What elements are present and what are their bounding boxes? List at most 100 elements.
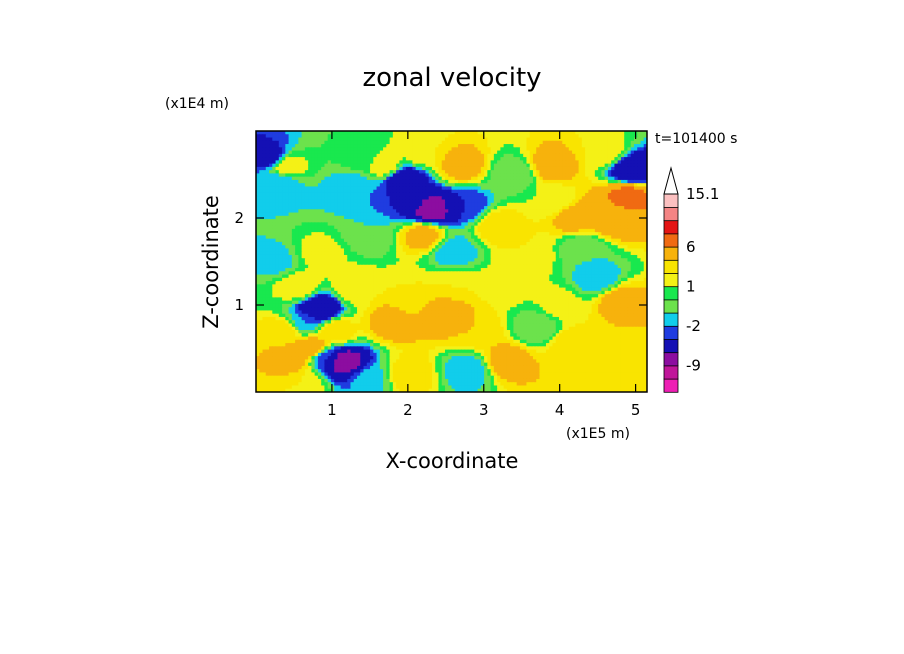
heatmap-cell (464, 147, 469, 152)
heatmap-cell (542, 170, 547, 175)
heatmap-cell (581, 140, 586, 145)
heatmap-cell (272, 254, 277, 259)
heatmap-cell (490, 134, 495, 139)
heatmap-cell (311, 163, 316, 168)
heatmap-cell (330, 144, 335, 148)
heatmap-cell (347, 241, 352, 246)
heatmap-cell (295, 209, 299, 214)
heatmap-cell (474, 222, 479, 227)
time-label: t=101400 s (655, 131, 737, 147)
heatmap-cell (480, 137, 485, 142)
heatmap-cell (282, 170, 286, 175)
heatmap-cell (562, 245, 567, 250)
heatmap-cell (617, 232, 622, 236)
heatmap-cell (262, 166, 267, 171)
heatmap-cell (458, 258, 462, 263)
heatmap-cell (451, 254, 456, 259)
heatmap-cell (637, 189, 642, 194)
heatmap-cell (444, 215, 449, 220)
heatmap-cell (523, 150, 528, 155)
heatmap-cell (314, 241, 319, 246)
heatmap-cell (516, 245, 521, 250)
heatmap-cell (614, 209, 619, 214)
heatmap-cell (585, 232, 589, 236)
heatmap-cell (405, 228, 410, 233)
heatmap-cell (376, 206, 381, 210)
heatmap-cell (588, 209, 593, 214)
heatmap-cell (480, 225, 485, 230)
heatmap-cell (474, 157, 479, 161)
heatmap-cell (340, 251, 345, 256)
heatmap-cell (396, 248, 400, 253)
heatmap-cell (474, 170, 479, 175)
heatmap-cell (549, 140, 554, 145)
heatmap-cell (438, 192, 443, 197)
heatmap-cell (428, 215, 433, 220)
heatmap-cell (575, 215, 580, 220)
heatmap-cell (630, 202, 635, 207)
heatmap-cell (617, 176, 622, 181)
heatmap-cell (637, 251, 642, 256)
heatmap-cell (640, 245, 645, 250)
heatmap-cell (594, 212, 599, 217)
heatmap-cell (604, 261, 609, 266)
heatmap-cell (510, 157, 515, 161)
heatmap-cell (539, 209, 544, 214)
heatmap-cell (545, 157, 550, 161)
heatmap-cell (327, 173, 332, 178)
heatmap-cell (559, 222, 563, 227)
heatmap-cell (480, 235, 485, 240)
heatmap-cell (357, 254, 361, 259)
heatmap-cell (487, 160, 492, 165)
heatmap-cell (327, 179, 332, 184)
heatmap-cell (308, 176, 312, 181)
heatmap-cell (298, 212, 303, 217)
heatmap-cell (451, 189, 456, 194)
heatmap-cell (617, 183, 622, 188)
heatmap-cell (585, 173, 589, 178)
heatmap-cell (607, 153, 612, 158)
heatmap-cell (513, 131, 518, 135)
heatmap-cell (415, 173, 420, 178)
heatmap-cell (497, 232, 501, 236)
heatmap-cell (402, 222, 407, 227)
heatmap-cell (529, 219, 534, 223)
heatmap-cell (409, 150, 413, 155)
heatmap-cell (282, 183, 286, 188)
heatmap-cell (591, 238, 596, 243)
heatmap-cell (506, 179, 511, 184)
heatmap-cell (412, 215, 417, 220)
heatmap-cell (431, 232, 436, 236)
heatmap-cell (493, 202, 498, 207)
heatmap-cell (363, 183, 368, 188)
heatmap-cell (493, 131, 498, 135)
heatmap-cell (458, 222, 462, 227)
heatmap-cell (334, 206, 339, 210)
heatmap-cell (256, 189, 260, 194)
heatmap-cell (278, 147, 283, 152)
heatmap-cell (317, 189, 322, 194)
heatmap-cell (366, 209, 371, 214)
heatmap-cell (451, 212, 456, 217)
heatmap-cell (607, 212, 612, 217)
heatmap-cell (467, 202, 472, 207)
heatmap-cell (373, 258, 378, 263)
heatmap-cell (630, 157, 635, 161)
heatmap-cell (594, 254, 599, 259)
heatmap-cell (513, 241, 518, 246)
heatmap-cell (383, 235, 387, 240)
heatmap-cell (559, 202, 563, 207)
heatmap-cell (314, 170, 319, 175)
heatmap-cell (288, 176, 293, 181)
heatmap-cell (386, 137, 391, 142)
heatmap-cell (513, 144, 518, 148)
heatmap-cell (640, 258, 645, 263)
heatmap-cell (330, 192, 335, 197)
heatmap-cell (493, 186, 498, 191)
heatmap-cell (409, 215, 413, 220)
heatmap-cell (275, 163, 280, 168)
heatmap-cell (324, 147, 329, 152)
heatmap-cell (350, 264, 355, 269)
heatmap-cell (256, 264, 260, 269)
heatmap-cell (559, 225, 563, 230)
